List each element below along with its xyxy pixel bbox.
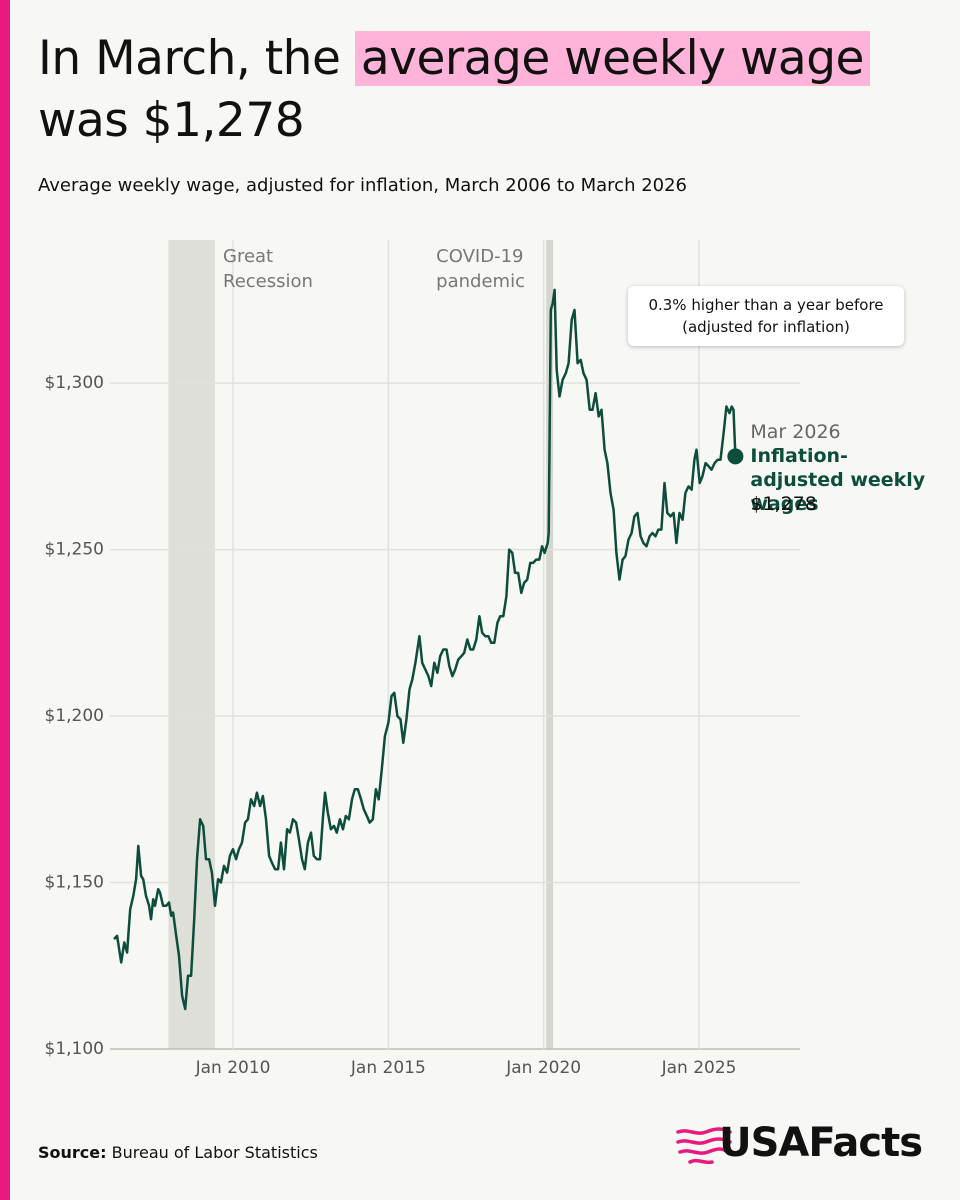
period-label: Great Recession bbox=[223, 246, 313, 292]
shaded-period bbox=[546, 240, 554, 1049]
y-tick-label: $1,150 bbox=[45, 873, 104, 893]
source: Source: Bureau of Labor Statistics bbox=[38, 1143, 318, 1162]
end-date: Mar 2026 bbox=[750, 421, 841, 444]
data-line bbox=[113, 288, 737, 1011]
brand-icon bbox=[676, 1127, 732, 1165]
legend-entry: Inflation-adjusted weekly wages bbox=[750, 445, 926, 516]
y-tick-label: $1,250 bbox=[45, 540, 104, 560]
x-tick-label: Jan 2020 bbox=[505, 1058, 581, 1078]
callout-text: 0.3% higher than a year before (adjusted… bbox=[648, 296, 884, 336]
x-tick-label: Jan 2010 bbox=[195, 1058, 271, 1078]
callout: 0.3% higher than a year before (adjusted… bbox=[628, 286, 904, 346]
end-point bbox=[727, 448, 744, 465]
source-text: Bureau of Labor Statistics bbox=[111, 1143, 318, 1162]
end-value-label: $1,278 bbox=[750, 493, 817, 516]
brand-logo: USAFacts bbox=[719, 1120, 923, 1166]
title-text: was $1,278 bbox=[38, 93, 305, 148]
title-text: In March, the bbox=[38, 31, 341, 86]
y-tick-label: $1,300 bbox=[45, 373, 104, 393]
y-tick-label: $1,100 bbox=[45, 1039, 104, 1059]
title-highlight: average weekly wage bbox=[354, 31, 870, 86]
shaded-period bbox=[168, 240, 216, 1049]
period-label: COVID-19 pandemic bbox=[436, 246, 525, 292]
y-tick-label: $1,200 bbox=[45, 706, 104, 726]
chart-title: In March, the average weekly wage was $1… bbox=[38, 28, 938, 152]
source-label: Source: bbox=[38, 1143, 107, 1162]
x-tick-label: Jan 2025 bbox=[661, 1058, 737, 1078]
chart-subtitle: Average weekly wage, adjusted for inflat… bbox=[38, 175, 688, 196]
accent-bar bbox=[0, 0, 10, 1200]
x-tick-label: Jan 2015 bbox=[350, 1058, 426, 1078]
